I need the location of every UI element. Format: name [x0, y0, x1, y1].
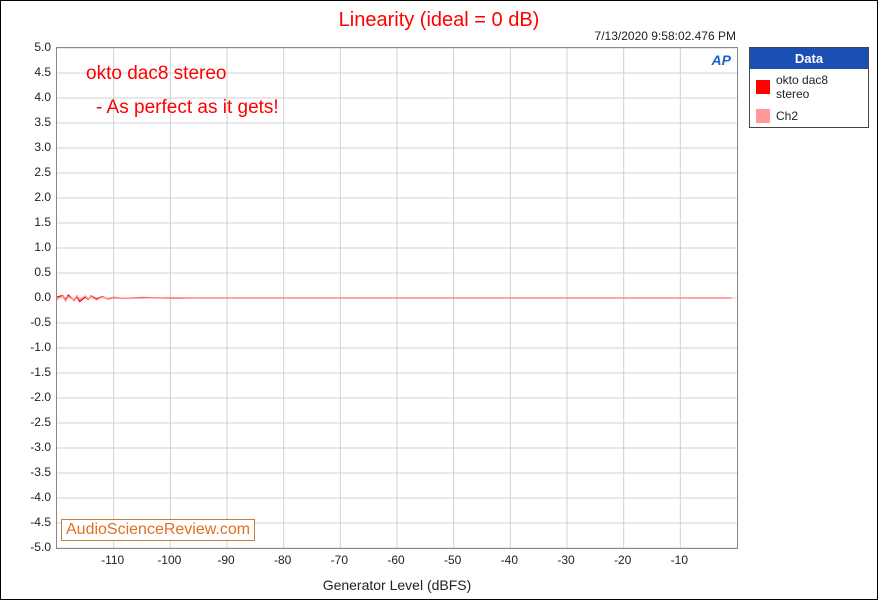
y-tick: 1.5	[11, 215, 51, 229]
legend: Data okto dac8 stereo Ch2	[749, 47, 869, 128]
x-tick: -30	[557, 553, 574, 567]
x-tick: -110	[101, 553, 124, 567]
watermark: AudioScienceReview.com	[61, 519, 255, 541]
legend-body: okto dac8 stereo Ch2	[750, 69, 868, 127]
y-tick: -3.5	[11, 465, 51, 479]
y-tick: 0.0	[11, 290, 51, 304]
plot-svg	[57, 48, 737, 548]
series-line	[57, 296, 731, 302]
chart-frame: Linearity (ideal = 0 dB) 7/13/2020 9:58:…	[0, 0, 878, 600]
legend-swatch	[756, 80, 770, 94]
x-tick: -20	[614, 553, 631, 567]
y-tick: 1.0	[11, 240, 51, 254]
y-tick: -0.5	[11, 315, 51, 329]
y-tick: -1.5	[11, 365, 51, 379]
x-axis-label: Generator Level (dBFS)	[56, 577, 738, 593]
y-tick: 5.0	[11, 40, 51, 54]
y-tick: -2.5	[11, 415, 51, 429]
y-tick: -2.0	[11, 390, 51, 404]
y-tick: -4.5	[11, 515, 51, 529]
x-tick: -10	[671, 553, 688, 567]
y-tick: -3.0	[11, 440, 51, 454]
y-tick: 0.5	[11, 265, 51, 279]
x-tick: -100	[157, 553, 181, 567]
legend-item: okto dac8 stereo	[750, 69, 868, 105]
x-tick: -80	[274, 553, 291, 567]
legend-swatch	[756, 109, 770, 123]
x-tick: -60	[387, 553, 404, 567]
y-tick: -1.0	[11, 340, 51, 354]
data-series	[57, 295, 731, 302]
legend-title: Data	[750, 48, 868, 69]
y-tick: 3.5	[11, 115, 51, 129]
x-tick: -40	[501, 553, 518, 567]
legend-label: Ch2	[776, 109, 798, 123]
annotation-text: okto dac8 stereo	[86, 63, 226, 85]
y-tick: 3.0	[11, 140, 51, 154]
y-tick: -4.0	[11, 490, 51, 504]
y-tick: 2.5	[11, 165, 51, 179]
y-tick: -5.0	[11, 540, 51, 554]
legend-item: Ch2	[750, 105, 868, 127]
x-tick: -50	[444, 553, 461, 567]
x-tick: -90	[217, 553, 234, 567]
y-tick: 4.0	[11, 90, 51, 104]
annotation-text: - As perfect as it gets!	[96, 97, 279, 119]
y-tick: 4.5	[11, 65, 51, 79]
ap-logo: AP	[712, 52, 731, 68]
legend-label: okto dac8 stereo	[776, 73, 862, 101]
plot-area: AP	[56, 47, 738, 549]
x-tick: -70	[331, 553, 348, 567]
y-tick: 2.0	[11, 190, 51, 204]
